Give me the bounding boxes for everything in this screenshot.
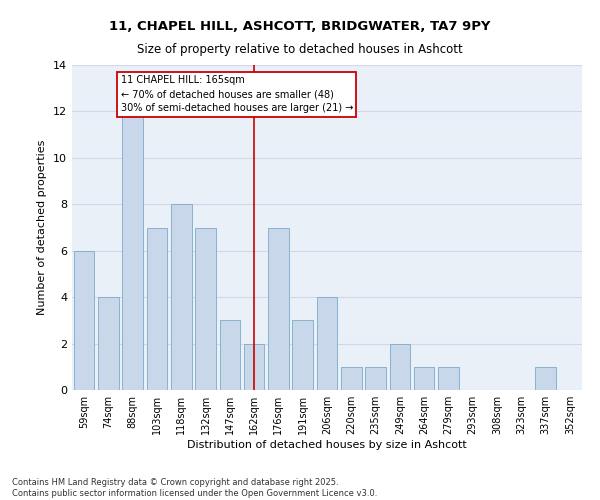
Bar bbox=[146, 228, 167, 390]
Bar bbox=[292, 320, 313, 390]
Text: Contains HM Land Registry data © Crown copyright and database right 2025.
Contai: Contains HM Land Registry data © Crown c… bbox=[12, 478, 377, 498]
Bar bbox=[414, 367, 434, 390]
Bar bbox=[535, 367, 556, 390]
Bar bbox=[438, 367, 459, 390]
Text: Size of property relative to detached houses in Ashcott: Size of property relative to detached ho… bbox=[137, 42, 463, 56]
Bar bbox=[220, 320, 240, 390]
Bar bbox=[365, 367, 386, 390]
Bar bbox=[268, 228, 289, 390]
Text: 11 CHAPEL HILL: 165sqm
← 70% of detached houses are smaller (48)
30% of semi-det: 11 CHAPEL HILL: 165sqm ← 70% of detached… bbox=[121, 76, 353, 114]
X-axis label: Distribution of detached houses by size in Ashcott: Distribution of detached houses by size … bbox=[187, 440, 467, 450]
Bar bbox=[317, 297, 337, 390]
Bar bbox=[171, 204, 191, 390]
Bar bbox=[244, 344, 265, 390]
Y-axis label: Number of detached properties: Number of detached properties bbox=[37, 140, 47, 315]
Bar bbox=[74, 250, 94, 390]
Bar bbox=[389, 344, 410, 390]
Bar bbox=[195, 228, 216, 390]
Bar bbox=[98, 297, 119, 390]
Bar bbox=[341, 367, 362, 390]
Text: 11, CHAPEL HILL, ASHCOTT, BRIDGWATER, TA7 9PY: 11, CHAPEL HILL, ASHCOTT, BRIDGWATER, TA… bbox=[109, 20, 491, 33]
Bar bbox=[122, 112, 143, 390]
